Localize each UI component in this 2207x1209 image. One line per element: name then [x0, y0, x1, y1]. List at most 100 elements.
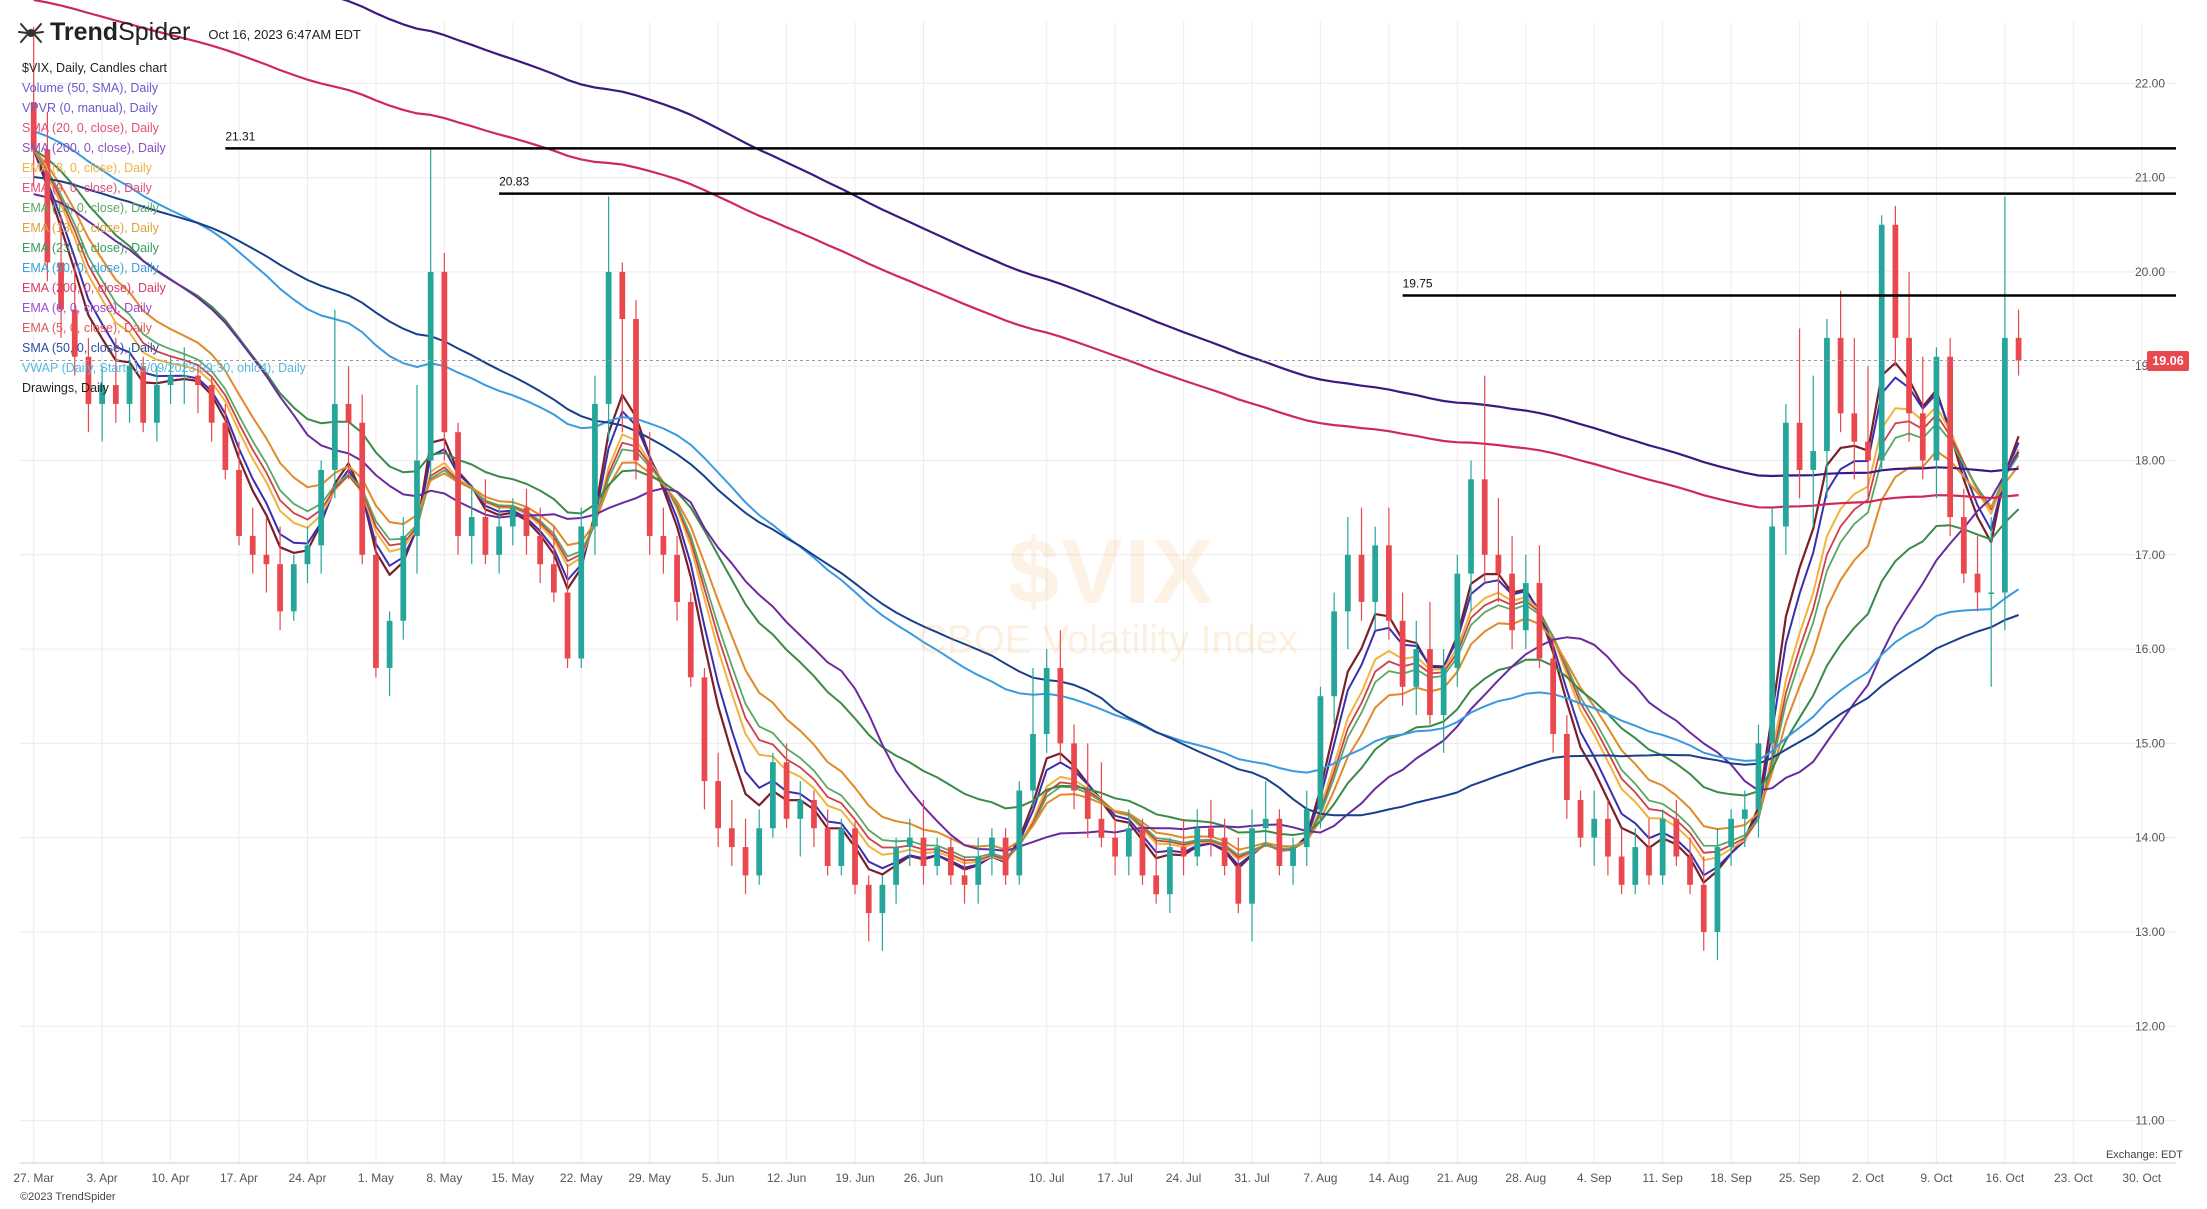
candle-body — [1290, 847, 1296, 866]
candle-body — [920, 837, 927, 866]
y-tick-label: 18.00 — [2135, 453, 2165, 467]
legend-item[interactable]: EMA (23, 0, close), Daily — [22, 241, 159, 255]
candle-body — [85, 356, 92, 404]
candle-body — [1468, 479, 1474, 574]
legend-item[interactable]: EMA (9, 0, close), Daily — [22, 181, 152, 195]
x-tick-label: 21. Aug — [1437, 1171, 1478, 1185]
legend-item[interactable]: EMA (6, 0, close), Daily — [22, 301, 152, 315]
x-tick-label: 19. Jun — [835, 1171, 874, 1185]
candle-body — [496, 526, 502, 555]
legend-item[interactable]: EMA (5, 0, close), Daily — [22, 321, 152, 335]
candle-body — [1221, 837, 1228, 866]
indicator-legend[interactable]: $VIX, Daily, Candles chart Volume (50, SM… — [22, 58, 306, 398]
candle-body — [1673, 818, 1680, 857]
candle-body — [975, 856, 982, 885]
candle-body — [1372, 545, 1379, 602]
candle-body — [1208, 828, 1214, 838]
candle-body — [742, 847, 749, 876]
candle-body — [1166, 847, 1173, 895]
x-tick-label: 7. Aug — [1303, 1171, 1337, 1185]
horizontal-level-label: 19.75 — [1403, 276, 1433, 290]
candle-body — [537, 535, 544, 565]
x-tick-label: 10. Apr — [152, 1171, 190, 1185]
y-tick-label: 16.00 — [2135, 642, 2165, 656]
x-tick-label: 3. Apr — [86, 1171, 117, 1185]
candle-body — [1837, 337, 1844, 414]
x-tick-label: 11. Sep — [1642, 1171, 1683, 1185]
y-tick-label: 21.00 — [2135, 171, 2165, 185]
x-tick-label: 25. Sep — [1779, 1171, 1821, 1185]
candle-body — [906, 837, 913, 848]
candle-body — [715, 781, 722, 829]
x-tick-label: 2. Oct — [1852, 1171, 1885, 1185]
candle-body — [126, 366, 133, 404]
candle-body — [879, 884, 886, 914]
legend-item[interactable]: EMA (200, 0, close), Daily — [22, 281, 166, 295]
candle-body — [1796, 422, 1803, 470]
candle-body — [852, 828, 858, 885]
candle-body — [756, 828, 763, 876]
candle-body — [1098, 818, 1105, 838]
candle-body — [1276, 818, 1283, 866]
candle-body — [277, 564, 283, 612]
horizontal-level-label: 21.31 — [225, 129, 255, 143]
legend-item[interactable]: SMA (200, 0, close), Daily — [22, 141, 166, 155]
x-tick-label: 10. Jul — [1029, 1171, 1064, 1185]
candle-body — [30, 102, 37, 150]
last-price-tag: 19.06 — [2147, 350, 2189, 371]
legend-item[interactable]: SMA (50, 0, close), Daily — [22, 341, 159, 355]
candle-body — [386, 620, 393, 668]
candle-body — [400, 535, 407, 621]
candle-body — [1687, 856, 1693, 885]
candle-body — [1947, 356, 1954, 518]
candle-body — [1577, 799, 1584, 838]
watermark-name: CBOE Volatility Index — [918, 618, 1299, 662]
legend-item[interactable]: Drawings, Daily — [22, 381, 109, 395]
candle-body — [1331, 611, 1338, 697]
candle-body — [770, 762, 776, 829]
x-tick-label: 23. Oct — [2054, 1171, 2093, 1185]
candles — [30, 26, 2022, 961]
legend-title: $VIX, Daily, Candles chart — [22, 61, 167, 75]
candle-body — [660, 535, 667, 555]
candle-body — [1303, 809, 1310, 848]
candle-body — [1112, 837, 1118, 857]
candle-body — [1454, 573, 1461, 668]
legend-item[interactable]: VPVR (0, manual), Daily — [22, 101, 158, 115]
candle-body — [414, 460, 420, 536]
candle-body — [181, 375, 188, 378]
candle-body — [1659, 818, 1666, 876]
candle-body — [1522, 583, 1529, 631]
moving-average-line — [32, 148, 2020, 884]
legend-item[interactable]: EMA (8, 0, close), Daily — [22, 161, 152, 175]
candle-body — [373, 554, 379, 668]
y-axis: 11.00 12.00 13.00 14.00 15.00 16.00 17.00 18.00… — [2135, 76, 2165, 1127]
candle-body — [1139, 828, 1146, 876]
y-tick-label: 15.00 — [2135, 736, 2165, 750]
candle-body — [427, 271, 434, 461]
x-tick-label: 12. Jun — [767, 1171, 806, 1185]
x-tick-label: 14. Aug — [1369, 1171, 1410, 1185]
legend-item[interactable]: EMA (13, 0, close), Daily — [22, 221, 159, 235]
brand-name-bold: Trend — [50, 18, 119, 46]
horizontal-level-label: 20.83 — [499, 175, 529, 189]
x-tick-label: 16. Oct — [1986, 1171, 2025, 1185]
candle-body — [468, 517, 475, 536]
moving-average-line — [32, 148, 2020, 862]
candle-body — [140, 366, 147, 423]
candle-body — [1878, 224, 1885, 461]
candle-body — [1262, 818, 1269, 829]
candle-body — [1714, 847, 1721, 932]
candle-body — [1755, 743, 1762, 810]
candle-body — [1769, 526, 1776, 744]
legend-item[interactable]: EMA (10, 0, close), Daily — [22, 201, 159, 215]
legend-item[interactable]: Volume (50, SMA), Daily — [22, 81, 159, 95]
x-tick-label: 26. Jun — [904, 1171, 943, 1185]
legend-item[interactable]: EMA (50, 0, close), Daily — [22, 261, 159, 275]
legend-item[interactable]: SMA (20, 0, close), Daily — [22, 121, 159, 135]
candle-body — [167, 375, 174, 386]
legend-item[interactable]: VWAP (Daily, Start: 15/09/2023 09:30, oh… — [22, 361, 306, 375]
candle-body — [1413, 649, 1420, 687]
candle-body — [249, 535, 256, 555]
